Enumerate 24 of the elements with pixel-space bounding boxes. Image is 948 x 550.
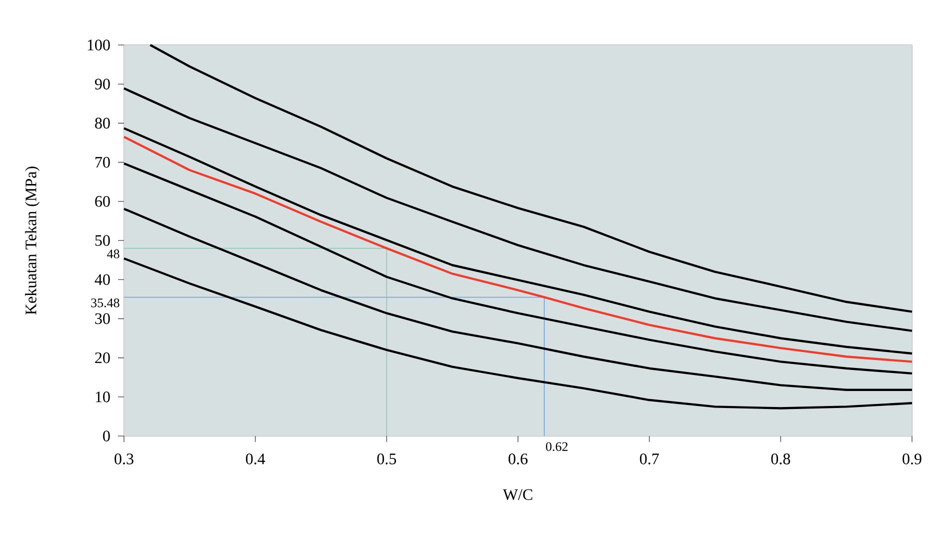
y-axis-title: Kekuatan Tekan (MPa) xyxy=(25,166,40,315)
ref-line-label: 35.48 xyxy=(91,298,120,308)
x-tick-label: 0.7 xyxy=(640,454,659,464)
x-tick-label: 0.3 xyxy=(114,454,134,464)
ref-line-label: 0.62 xyxy=(546,442,568,452)
y-tick-label: 80 xyxy=(95,118,110,129)
y-tick-label: 10 xyxy=(96,392,110,402)
y-tick-label: 30 xyxy=(95,313,110,324)
y-tick-label: 40 xyxy=(94,274,110,285)
x-tick-label: 0.6 xyxy=(508,454,528,464)
x-axis-title: W/C xyxy=(502,489,532,500)
y-tick-label: 20 xyxy=(95,352,110,364)
x-tick-label: 0.8 xyxy=(771,454,790,464)
y-tick-label: 50 xyxy=(95,235,110,246)
x-tick-label: 0.4 xyxy=(246,454,266,464)
y-tick-label: 70 xyxy=(96,156,110,168)
line-series xyxy=(149,44,914,313)
ref-line-label: 48 xyxy=(107,250,120,258)
y-tick-label: 100 xyxy=(88,40,110,50)
y-tick-label: 0 xyxy=(103,430,110,442)
x-tick-label: 0.5 xyxy=(377,454,396,464)
y-tick-label: 60 xyxy=(95,196,110,207)
y-tick-label: 90 xyxy=(94,78,110,90)
x-tick-label: 0.9 xyxy=(902,454,922,464)
